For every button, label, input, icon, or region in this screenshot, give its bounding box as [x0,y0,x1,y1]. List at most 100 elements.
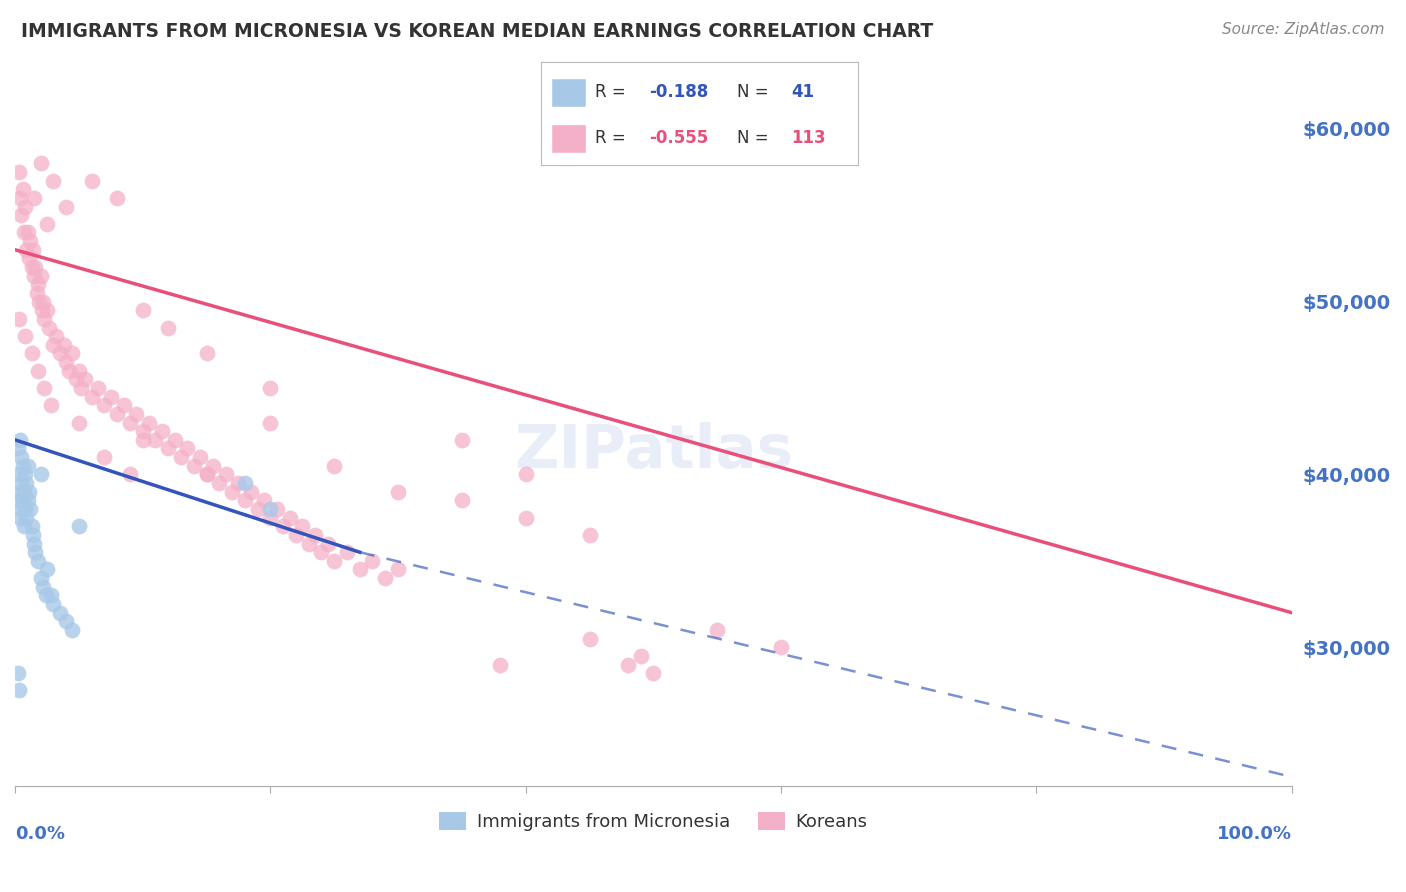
Point [65,372,87,386]
Point [87,381,110,395]
Point [93,398,115,412]
Point [20,346,42,360]
Point [45,329,67,343]
Point [361,554,384,568]
Text: -0.555: -0.555 [650,129,709,147]
Point [20,260,42,274]
Point [17,458,39,473]
Point [17,493,39,508]
Point [323,458,346,473]
Point [32,294,55,309]
Point [163,433,186,447]
Point [18,252,41,266]
Point [770,640,793,655]
Point [30,156,52,170]
Point [195,467,218,482]
Point [323,554,346,568]
Point [38,320,60,334]
Point [630,648,652,663]
Point [8,433,31,447]
Point [489,657,512,672]
Point [48,606,70,620]
Point [55,615,77,629]
Point [52,338,75,352]
Point [35,303,58,318]
Point [10,450,32,464]
Point [35,217,58,231]
Point [32,580,55,594]
Point [105,407,128,421]
Point [118,416,141,430]
Point [131,433,153,447]
Point [208,476,231,491]
Point [228,476,250,491]
Point [259,381,281,395]
Point [643,666,665,681]
Text: 41: 41 [792,83,814,101]
Text: -0.188: -0.188 [650,83,709,101]
Point [30,467,52,482]
Point [150,424,173,438]
Point [17,226,39,240]
Point [131,424,153,438]
Point [20,234,42,248]
Point [157,442,180,456]
Point [80,390,103,404]
Point [145,433,167,447]
Point [7,683,30,698]
Point [8,510,31,524]
Text: N =: N = [738,129,775,147]
Point [25,285,48,300]
Point [13,484,35,499]
Point [39,589,62,603]
Point [67,519,90,533]
Point [170,450,193,464]
Point [515,467,537,482]
Point [278,510,301,524]
Point [20,502,42,516]
Point [27,364,49,378]
Text: N =: N = [738,83,775,101]
Point [15,243,38,257]
Point [24,260,46,274]
Point [15,476,38,491]
Point [27,277,49,292]
Point [298,536,321,550]
Point [125,407,148,421]
Point [311,545,333,559]
Point [374,571,396,585]
Point [39,398,62,412]
Point [138,416,160,430]
Point [15,510,38,524]
Point [35,562,58,576]
Point [34,311,56,326]
Point [271,519,294,533]
Point [253,493,276,508]
Point [105,191,128,205]
Point [67,364,90,378]
Point [48,346,70,360]
Point [304,528,326,542]
Point [10,502,32,516]
Point [62,346,84,360]
Point [201,458,224,473]
Point [6,666,28,681]
Point [578,632,600,646]
Point [183,458,205,473]
Point [7,165,30,179]
Point [28,294,51,309]
Point [617,657,640,672]
Point [7,467,30,482]
Point [10,208,32,222]
Text: ZIPatlas: ZIPatlas [513,422,793,481]
Point [284,528,307,542]
Point [233,493,256,508]
Point [188,450,211,464]
Point [176,442,198,456]
Bar [551,124,586,153]
Point [14,467,37,482]
Point [316,536,339,550]
Point [6,442,28,456]
Point [349,562,371,576]
Point [450,433,472,447]
